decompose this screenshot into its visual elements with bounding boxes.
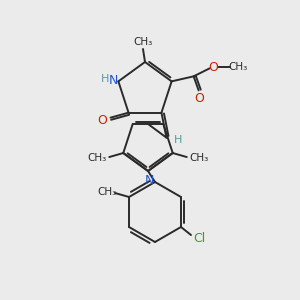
Text: CH₃: CH₃ xyxy=(189,153,208,163)
Text: CH₃: CH₃ xyxy=(88,153,107,163)
Text: O: O xyxy=(98,114,107,127)
Text: N: N xyxy=(109,74,118,87)
Text: O: O xyxy=(209,61,219,74)
Text: O: O xyxy=(195,92,205,105)
Text: CH₃: CH₃ xyxy=(98,187,117,197)
Text: Cl: Cl xyxy=(193,232,205,245)
Text: N: N xyxy=(144,173,154,187)
Text: CH₃: CH₃ xyxy=(228,62,247,72)
Text: H: H xyxy=(174,135,183,145)
Text: CH₃: CH₃ xyxy=(134,37,153,47)
Text: H: H xyxy=(101,74,110,84)
